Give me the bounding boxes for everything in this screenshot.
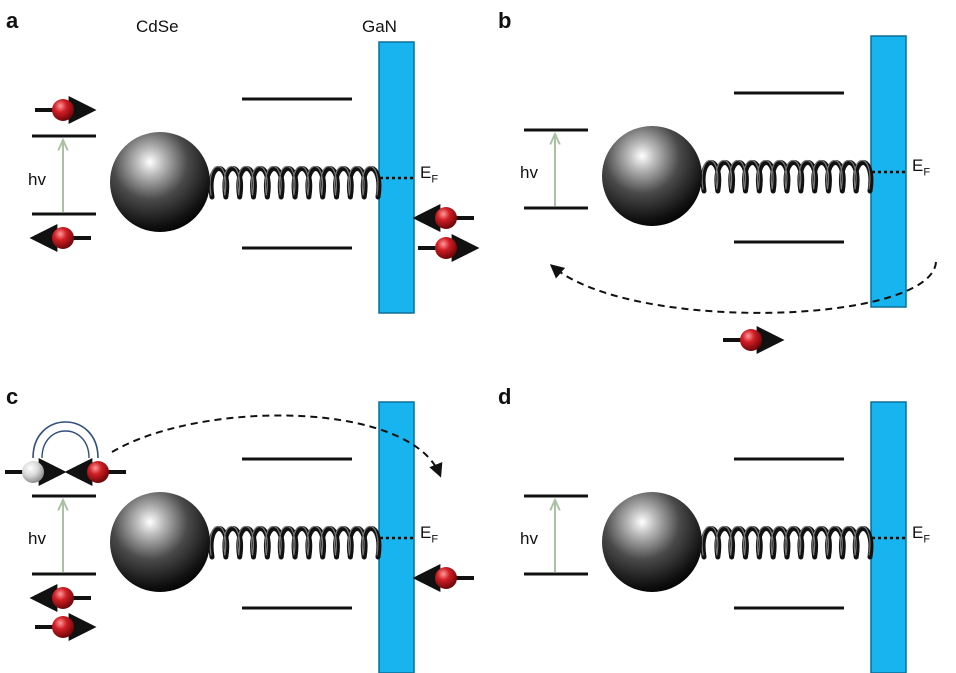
hole-sphere [22, 461, 44, 483]
spring-highlight [701, 526, 871, 556]
quantum-dot-ball [602, 492, 702, 592]
fermi-main: E [912, 523, 924, 542]
electron-sphere [740, 329, 762, 351]
spring-highlight [209, 526, 379, 556]
electron-spin [412, 564, 474, 592]
electron-spin [723, 326, 785, 354]
gan-block [378, 401, 415, 673]
transfer-path-arrow [549, 261, 937, 314]
fermi-main: E [420, 163, 432, 182]
panel-label-d: d [498, 384, 512, 409]
quantum-dot-ball [110, 132, 210, 232]
electron-spin [29, 224, 91, 252]
electron-sphere [52, 587, 74, 609]
fermi-sub: F [431, 533, 439, 546]
gan-block [870, 35, 907, 308]
spring-coil [208, 526, 382, 560]
electron-sphere [52, 227, 74, 249]
panel-label-b: b [498, 8, 512, 33]
electron-spin [35, 613, 97, 641]
spring-highlight [701, 160, 871, 190]
spring-coil [700, 160, 874, 194]
exchange-arc-outer [32, 421, 99, 459]
hv-label-b: hv [520, 163, 538, 182]
hv-label-d: hv [520, 529, 538, 548]
gan-block [870, 401, 907, 673]
hv-label-a: hv [28, 170, 46, 189]
fermi-sub: F [923, 533, 931, 546]
panel-label-a: a [6, 8, 19, 33]
electron-sphere [435, 567, 457, 589]
fermi-main: E [912, 156, 924, 175]
transfer-path-arrow [111, 414, 443, 478]
spring-highlight [209, 166, 379, 196]
quantum-dot-ball [602, 126, 702, 226]
electron-sphere [435, 207, 457, 229]
spring-coil [208, 166, 382, 200]
exchange-arc-inner [41, 430, 90, 459]
panel-label-c: c [6, 384, 19, 409]
electron-spin [412, 204, 474, 232]
electron-spin [418, 234, 480, 262]
gan-label: GaN [362, 17, 397, 36]
electron-spin [35, 96, 97, 124]
quantum-dot-ball [110, 492, 210, 592]
gan-block [378, 41, 415, 314]
electron-sphere [87, 461, 109, 483]
electron-sphere [435, 237, 457, 259]
cdse-label: CdSe [136, 17, 179, 36]
electron-spin [29, 584, 91, 612]
fermi-sub: F [431, 173, 439, 186]
fermi-label-c: EF [420, 523, 438, 545]
spring-coil [700, 526, 874, 560]
fermi-sub: F [923, 166, 931, 179]
electron-spin [64, 458, 126, 486]
fermi-label-a: EF [420, 163, 438, 185]
electron-sphere [52, 616, 74, 638]
electron-sphere [52, 99, 74, 121]
fermi-label-d: EF [912, 523, 930, 545]
hole-spin [5, 458, 67, 486]
fermi-label-b: EF [912, 156, 930, 178]
fermi-main: E [420, 523, 432, 542]
hv-label-c: hv [28, 529, 46, 548]
